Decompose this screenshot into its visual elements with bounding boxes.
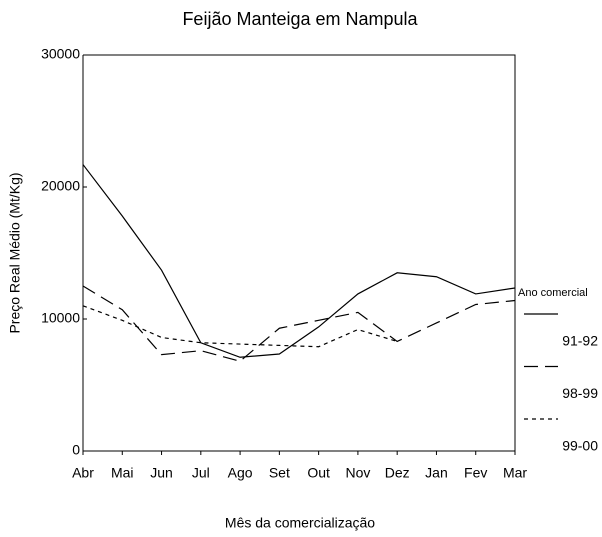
legend-label: 91-92 — [562, 333, 598, 349]
series-line — [82, 305, 398, 348]
x-tick-label: Fev — [464, 465, 487, 481]
legend-label: 99-00 — [562, 438, 598, 454]
x-tick-label: Ago — [228, 465, 253, 481]
y-tick-label: 30000 — [41, 46, 80, 62]
x-tick-label: Jun — [150, 465, 173, 481]
x-axis-title: Mês da comercialização — [225, 515, 375, 531]
y-tick-label: 20000 — [41, 178, 80, 194]
legend-title: Ano comercial — [518, 287, 588, 299]
series-line — [82, 285, 516, 362]
x-tick-label: Nov — [345, 465, 370, 481]
x-tick-label: Dez — [385, 465, 410, 481]
x-tick-label: Jan — [425, 465, 448, 481]
x-tick-label: Out — [307, 465, 330, 481]
chart-title: Feijão Manteiga em Nampula — [182, 9, 418, 29]
x-tick-label: Set — [269, 465, 290, 481]
y-axis-title: Preço Real Médio (Mt/Kg) — [7, 172, 23, 333]
y-tick-label: 0 — [72, 442, 80, 458]
x-tick-label: Abr — [72, 465, 94, 481]
series-line — [82, 164, 516, 358]
x-tick-label: Mai — [111, 465, 134, 481]
x-tick-label: Jul — [192, 465, 210, 481]
y-tick-label: 10000 — [41, 310, 80, 326]
legend-label: 98-99 — [562, 385, 598, 401]
x-tick-label: Mar — [503, 465, 527, 481]
plot-frame — [83, 54, 516, 451]
